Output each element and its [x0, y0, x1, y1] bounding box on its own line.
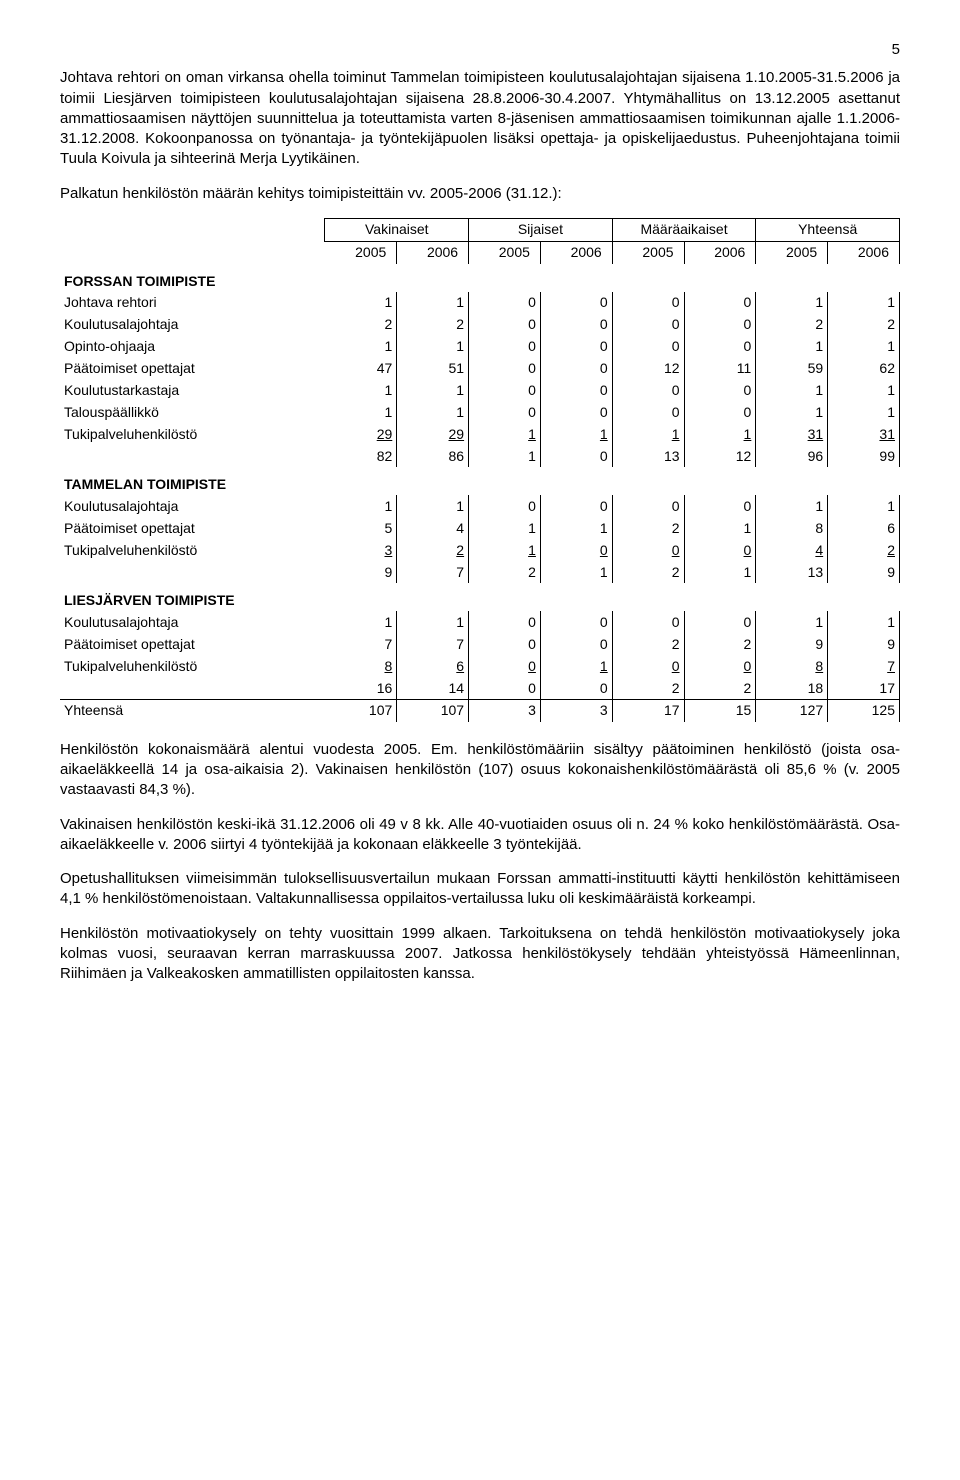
table-row: Koulutustarkastaja11000011 [60, 379, 900, 401]
staff-table: Vakinaiset Sijaiset Määräaikaiset Yhteen… [60, 218, 900, 722]
header-vakinaiset: Vakinaiset [325, 218, 469, 241]
section-header: FORSSAN TOIMIPISTE [60, 264, 900, 292]
subtotal-row: 82861013129699 [60, 445, 900, 467]
grand-total-row: Yhteensä 107107 33 1715 127125 [60, 699, 900, 721]
header-yhteensa: Yhteensä [756, 218, 900, 241]
header-maaraaikaiset: Määräaikaiset [612, 218, 756, 241]
table-header-years: 20052006 20052006 20052006 20052006 [60, 241, 900, 263]
table-row: Tukipalveluhenkilöstö86010087 [60, 655, 900, 677]
table-row: Koulutusalajohtaja11000011 [60, 495, 900, 517]
paragraph-5: Opetushallituksen viimeisimmän tuloksell… [60, 869, 900, 910]
table-row: Opinto-ohjaaja11000011 [60, 336, 900, 358]
subtotal-row: 972121139 [60, 561, 900, 583]
table-row: Päätoimiset opettajat47510012115962 [60, 358, 900, 380]
table-row: Koulutusalajohtaja11000011 [60, 611, 900, 633]
table-row: Koulutusalajohtaja22000022 [60, 314, 900, 336]
section-header: LIESJÄRVEN TOIMIPISTE [60, 583, 900, 611]
page-number: 5 [60, 40, 900, 60]
subtotal-row: 161400221817 [60, 677, 900, 699]
paragraph-table-caption: Palkatun henkilöstön määrän kehitys toim… [60, 184, 900, 204]
paragraph-3: Henkilöstön kokonaismäärä alentui vuodes… [60, 740, 900, 801]
table-row: Päätoimiset opettajat77002299 [60, 633, 900, 655]
table-row: Tukipalveluhenkilöstö32100042 [60, 539, 900, 561]
table-row: Talouspäällikkö11000011 [60, 401, 900, 423]
table-row: Päätoimiset opettajat54112186 [60, 517, 900, 539]
table-row: Johtava rehtori11000011 [60, 292, 900, 314]
table-header-groups: Vakinaiset Sijaiset Määräaikaiset Yhteen… [60, 218, 900, 241]
header-sijaiset: Sijaiset [469, 218, 613, 241]
paragraph-6: Henkilöstön motivaatiokysely on tehty vu… [60, 924, 900, 985]
table-row: Tukipalveluhenkilöstö292911113131 [60, 423, 900, 445]
paragraph-intro: Johtava rehtori on oman virkansa ohella … [60, 68, 900, 169]
paragraph-4: Vakinaisen henkilöstön keski-ikä 31.12.2… [60, 815, 900, 856]
section-header: TAMMELAN TOIMIPISTE [60, 467, 900, 495]
